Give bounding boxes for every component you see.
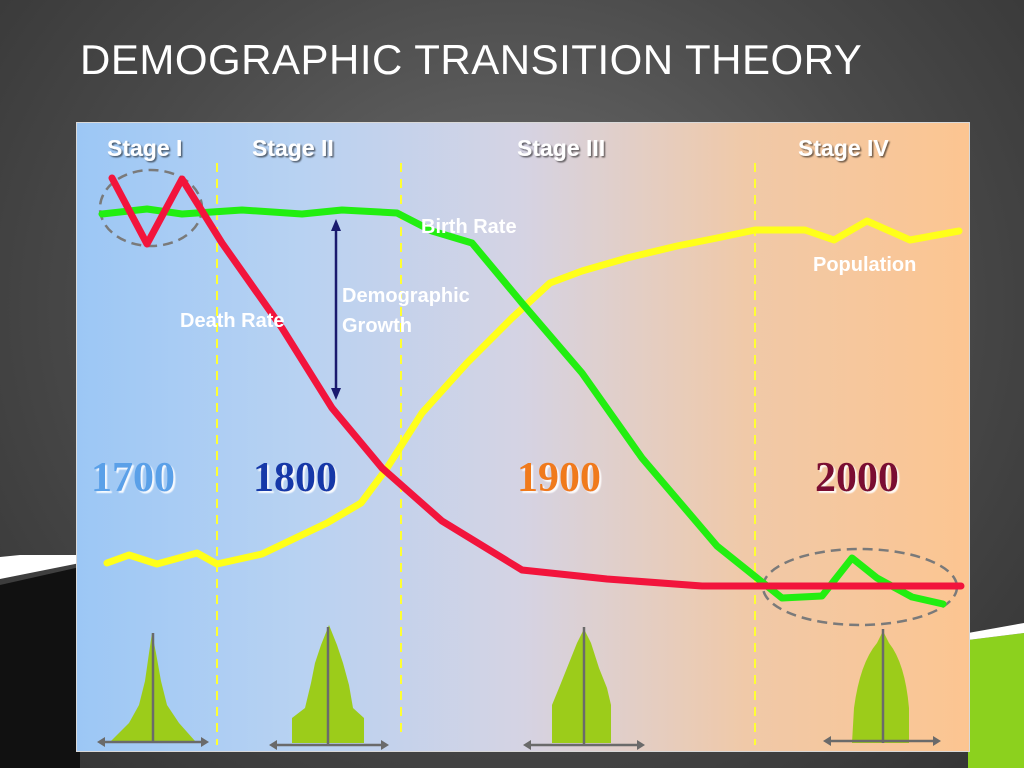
double-arrow-icon	[269, 740, 389, 750]
stage-label: Stage I	[107, 135, 182, 161]
pyramid-icon	[292, 625, 364, 745]
stage-label: Stage IV	[798, 135, 889, 161]
year-label: 2000	[815, 455, 899, 501]
year-label: 1800	[253, 455, 337, 501]
demographic-growth-arrow	[331, 219, 341, 400]
transition-diagram: Stage I Stage II Stage III Stage IV 1700…	[76, 122, 970, 752]
death-rate-curve	[108, 174, 965, 590]
stage-label: Stage III	[517, 135, 605, 161]
pyramid-icon	[852, 629, 909, 743]
demographic-growth-label: Growth	[342, 315, 412, 337]
pyramid-icon	[552, 627, 611, 745]
year-label: 1900	[517, 455, 601, 501]
birth-rate-label: Birth Rate	[421, 216, 517, 238]
death-rate-label: Death Rate	[180, 310, 284, 332]
birth-rate-curve	[98, 205, 947, 608]
demographic-growth-label: Demographic	[342, 285, 470, 307]
diagram-canvas: Stage I Stage II Stage III Stage IV 1700…	[91, 135, 965, 750]
pyramid-icon	[111, 633, 195, 743]
double-arrow-icon	[97, 737, 209, 747]
double-arrow-icon	[523, 740, 645, 750]
background-decoration	[0, 555, 1024, 768]
double-arrow-icon	[823, 736, 941, 746]
year-label: 1700	[91, 455, 175, 501]
stage-label: Stage II	[252, 135, 334, 161]
population-curve	[103, 217, 963, 568]
page-title: DEMOGRAPHIC TRANSITION THEORY	[80, 36, 863, 83]
population-label: Population	[813, 254, 916, 276]
